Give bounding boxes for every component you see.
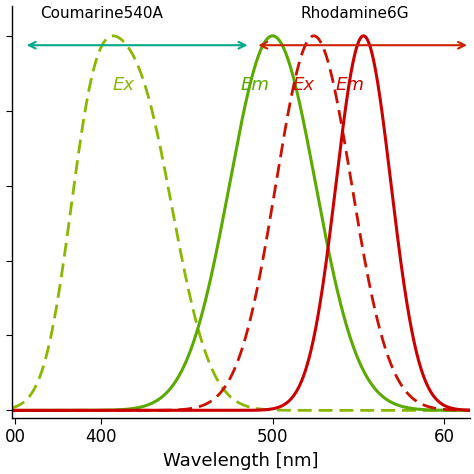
Text: Rhodamine6G: Rhodamine6G [301, 6, 409, 21]
X-axis label: Wavelength [nm]: Wavelength [nm] [163, 452, 319, 470]
Text: Em: Em [335, 75, 364, 93]
Text: Ex: Ex [292, 75, 314, 93]
Text: Coumarine540A: Coumarine540A [40, 6, 163, 21]
Text: Ex: Ex [112, 75, 135, 93]
Text: Em: Em [241, 75, 270, 93]
